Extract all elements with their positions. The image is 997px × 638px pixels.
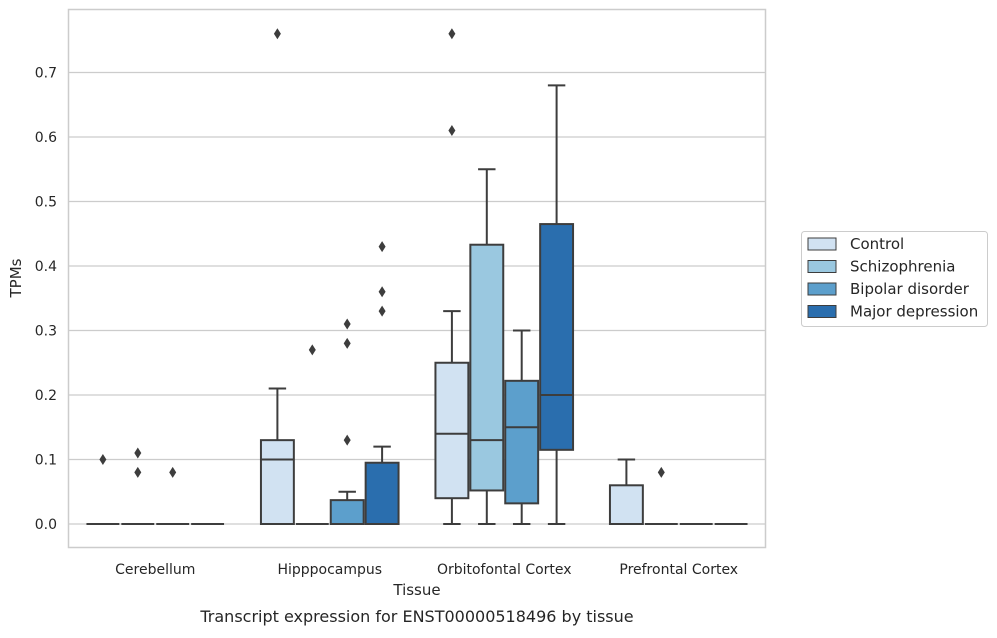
x-tick-label: Prefrontal Cortex xyxy=(619,562,738,578)
x-tick-label: Hipppocampus xyxy=(277,562,382,578)
y-axis-title: TPMs xyxy=(7,258,25,298)
y-tick-label: 0.5 xyxy=(35,195,57,211)
box-body xyxy=(434,361,470,500)
legend-swatch xyxy=(807,282,837,296)
outlier-point xyxy=(448,28,456,40)
box-body xyxy=(608,484,644,525)
legend-label: Schizophrenia xyxy=(850,258,955,276)
outlier-point xyxy=(448,125,456,137)
legend: Control Schizophrenia Bipolar disorder Majo… xyxy=(801,231,988,327)
y-tick-label: 0.0 xyxy=(35,517,57,533)
outlier-point xyxy=(134,466,142,478)
outlier-point xyxy=(134,447,142,459)
box-layer xyxy=(86,28,748,526)
box-schizophrenia xyxy=(295,344,329,525)
grid-layer xyxy=(68,71,766,525)
box-major-depression xyxy=(539,84,575,525)
y-tick-label: 0.7 xyxy=(35,66,57,82)
box-body xyxy=(504,379,540,505)
outlier-point xyxy=(343,434,351,446)
box-control xyxy=(608,458,644,525)
plot-frame xyxy=(67,8,767,549)
box-body xyxy=(259,439,295,525)
box-bipolar-disorder xyxy=(156,466,190,525)
outlier-point xyxy=(378,241,386,253)
box-body xyxy=(469,243,505,492)
y-tick-labels: 0.0 0.1 0.2 0.3 0.4 0.5 0.6 0.7 xyxy=(35,66,57,534)
outlier-point xyxy=(657,466,665,478)
outlier-point xyxy=(273,28,281,40)
x-tick-labels: Cerebellum Hipppocampus Orbitofontal Corte… xyxy=(115,562,738,578)
legend-label: Control xyxy=(850,235,904,253)
y-tick-label: 0.3 xyxy=(35,324,57,340)
x-tick-label: Orbitofontal Cortex xyxy=(437,562,572,578)
y-tick-label: 0.1 xyxy=(35,453,57,469)
box-bipolar-disorder xyxy=(329,318,365,526)
legend-swatch xyxy=(807,305,837,318)
box-major-depression xyxy=(364,241,400,526)
box-body xyxy=(539,223,575,451)
y-tick-label: 0.2 xyxy=(35,388,57,404)
box-schizophrenia xyxy=(469,168,505,525)
legend-items: Control Schizophrenia Bipolar disorder Majo… xyxy=(807,235,978,321)
outlier-point xyxy=(99,454,107,465)
figure-caption: Transcript expression for ENST0000051849… xyxy=(199,607,633,626)
box-bipolar-disorder xyxy=(504,329,540,525)
legend-label: Bipolar disorder xyxy=(850,280,970,298)
legend-swatch xyxy=(807,237,837,251)
x-axis-title: Tissue xyxy=(392,581,440,599)
outlier-point xyxy=(343,337,351,349)
y-tick-label: 0.6 xyxy=(35,130,57,146)
outlier-point xyxy=(378,286,386,298)
box-control xyxy=(434,28,470,525)
legend-frame xyxy=(801,231,988,327)
box-body xyxy=(329,499,365,526)
legend-label: Major depression xyxy=(850,303,978,321)
outlier-point xyxy=(378,305,386,317)
box-schizophrenia xyxy=(121,447,155,525)
outlier-point xyxy=(308,344,316,356)
x-tick-label: Cerebellum xyxy=(115,562,195,578)
y-tick-label: 0.4 xyxy=(35,259,57,275)
box-body xyxy=(364,461,400,526)
outlier-point xyxy=(343,318,351,330)
legend-swatch xyxy=(807,260,837,273)
box-schizophrenia xyxy=(644,466,678,525)
box-control xyxy=(259,28,295,525)
outlier-point xyxy=(169,466,177,478)
box-control xyxy=(86,454,120,525)
